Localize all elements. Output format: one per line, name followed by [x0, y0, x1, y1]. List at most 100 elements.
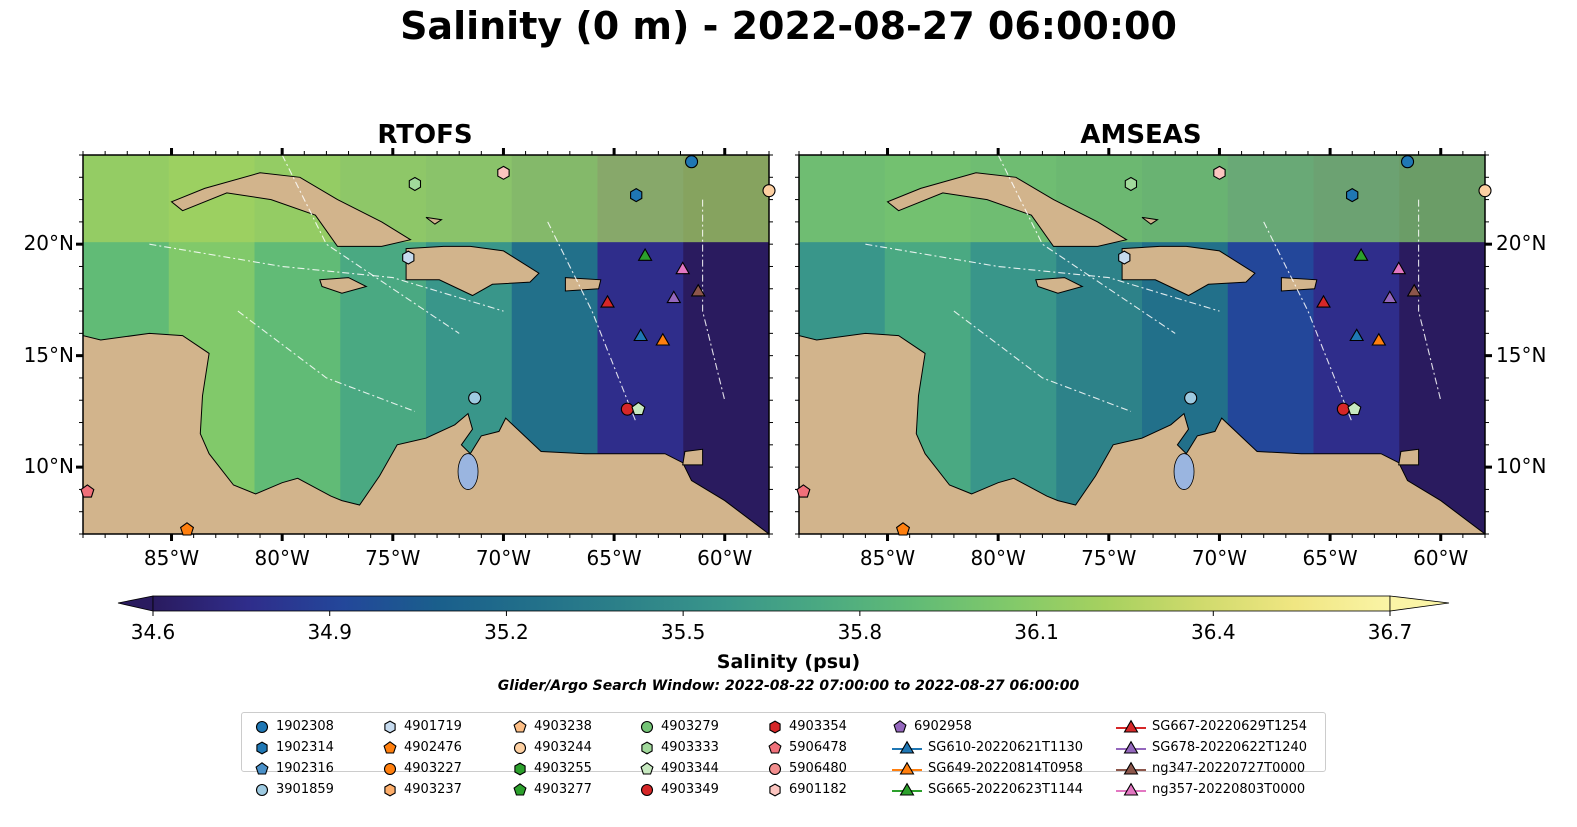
observation-marker	[620, 402, 634, 416]
lon-tick-label: 80°W	[254, 546, 310, 570]
observation-marker	[796, 484, 811, 498]
legend-item: 5906480	[767, 758, 847, 779]
observation-marker	[684, 155, 699, 169]
observation-marker	[633, 328, 649, 342]
legend-symbol	[640, 761, 654, 775]
observation-marker	[1406, 283, 1422, 297]
legend-item: 1902308	[254, 716, 334, 737]
legend-symbol	[255, 783, 269, 796]
lon-tick-label: 70°W	[1191, 546, 1248, 570]
legend-symbol	[769, 782, 781, 797]
legend-marker-icon	[641, 740, 653, 755]
legend-marker-icon	[256, 740, 268, 755]
map-frame	[798, 154, 1486, 535]
legend-symbol	[384, 719, 396, 734]
observation-marker	[1184, 391, 1198, 405]
legend-marker-icon	[513, 782, 527, 796]
legend-marker-icon	[384, 719, 396, 734]
landmass	[799, 332, 1485, 534]
eez-boundary	[865, 243, 1220, 312]
legend-marker-icon	[640, 761, 654, 775]
colorbar-tick-label: 35.2	[484, 620, 529, 644]
legend-label: SG667-20220629T1254	[1152, 719, 1308, 734]
legend-label: 4903344	[661, 761, 719, 776]
legend-symbol	[513, 741, 527, 754]
legend-label: 1902316	[276, 761, 334, 776]
observation-marker	[1353, 247, 1369, 261]
lon-tick-label: 70°W	[475, 546, 532, 570]
legend-marker-icon	[892, 740, 922, 754]
legend-label: 4903354	[789, 719, 847, 734]
landmass	[405, 245, 540, 297]
observation-marker	[1371, 332, 1387, 346]
lat-tick-label: 15°N	[23, 342, 74, 367]
legend-triangle	[1123, 782, 1139, 796]
observation-marker	[1391, 261, 1407, 275]
colorbar-extend-min	[117, 595, 154, 612]
legend-marker-icon	[892, 782, 922, 796]
observation-marker	[1316, 294, 1331, 308]
legend-item: 4903279	[639, 716, 719, 737]
colorbar-tick-label: 36.1	[1014, 620, 1059, 644]
lon-tick-label: 75°W	[1081, 546, 1137, 570]
legend-label: SG665-20220623T1144	[928, 782, 1084, 797]
landmass	[564, 277, 602, 292]
legend-marker-icon	[383, 740, 397, 754]
legend-item: SG610-20220621T1130	[892, 737, 1083, 758]
legend-symbol	[768, 762, 782, 775]
legend-triangle	[1123, 740, 1139, 754]
panel-title-rtofs: RTOFS	[377, 120, 473, 150]
legend-item: SG678-20220622T1240	[1116, 737, 1307, 758]
eez-boundary	[1418, 199, 1442, 401]
legend-label: 6901182	[789, 782, 847, 797]
legend-marker-icon	[768, 740, 782, 754]
legend-label: ng347-20220727T0000	[1152, 761, 1306, 776]
legend-marker-icon	[768, 762, 782, 775]
legend-label: SG649-20220814T0958	[928, 761, 1084, 776]
figure-title: Salinity (0 m) - 2022-08-27 06:00:00	[400, 4, 1177, 48]
legend-marker-icon	[513, 719, 527, 733]
eez-boundary	[281, 155, 460, 334]
landmass	[381, 155, 404, 156]
legend-symbol	[255, 720, 269, 733]
observation-marker	[1124, 176, 1138, 192]
legend: 1902308 1902314 1902316 3901859 4901719 49024…	[241, 712, 1326, 797]
colorbar-extend-max	[1389, 595, 1450, 612]
legend-triangle	[899, 761, 915, 775]
map-panel-rtofs	[76, 148, 776, 541]
legend-symbol	[641, 740, 653, 755]
legend-label: 6902958	[914, 719, 972, 734]
colorbar-tick-label: 35.5	[660, 620, 706, 644]
observation-marker	[1382, 290, 1398, 304]
legend-symbol	[513, 782, 527, 796]
eez-boundary	[149, 243, 504, 312]
legend-label: 5906478	[789, 740, 847, 755]
legend-symbol	[256, 740, 268, 755]
legend-label: 4903238	[534, 719, 592, 734]
legend-label: 3901859	[276, 782, 334, 797]
landmass	[83, 332, 769, 534]
legend-symbol	[514, 761, 526, 776]
legend-item: 4901719	[382, 716, 462, 737]
legend-item: 4903244	[512, 737, 592, 758]
observation-marker	[1478, 184, 1492, 198]
legend-item: ng357-20220803T0000	[1116, 779, 1307, 800]
legend-marker-icon	[640, 783, 654, 796]
landmass	[1398, 448, 1420, 466]
legend-marker-icon	[383, 762, 397, 775]
legend-column: 6902958 SG610-20220621T1130 SG649-20220814…	[892, 716, 1083, 800]
legend-marker-icon	[1116, 782, 1146, 796]
legend-triangle	[899, 740, 915, 754]
observation-marker	[468, 391, 482, 405]
observation-marker	[675, 261, 691, 275]
legend-item: 4903238	[512, 716, 592, 737]
legend-column: 4903354 5906478 5906480 6901182	[767, 716, 847, 800]
observation-marker	[895, 522, 911, 536]
legend-marker-icon	[1116, 761, 1146, 775]
legend-triangle	[1123, 761, 1139, 775]
legend-item: 4903255	[512, 758, 592, 779]
legend-symbol	[384, 782, 396, 797]
legend-triangle	[1123, 719, 1139, 733]
landmass	[1280, 277, 1318, 292]
legend-label: 4902476	[404, 740, 462, 755]
